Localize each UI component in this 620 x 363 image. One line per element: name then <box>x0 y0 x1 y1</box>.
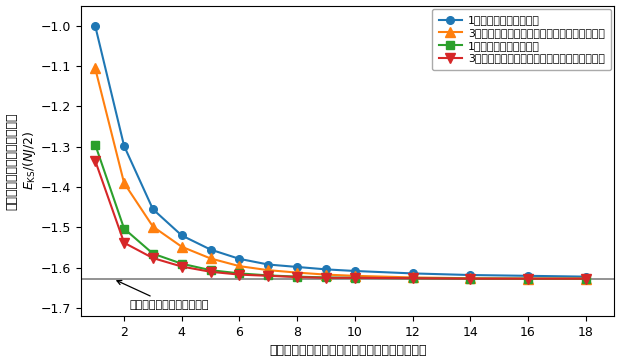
1　結合軌道の直積状態 <box>92 24 99 28</box>
1　結合軌道の直積状態 <box>582 274 590 279</box>
3　結合軌道の直積状態と２種の反強磁性状態 <box>524 277 531 281</box>
3　非相互作用基底状態と２種の反強磁性状態 <box>466 277 474 281</box>
1　非相互作用基底状態 <box>178 262 185 266</box>
X-axis label: 初期状態の数あたりのクリロフ部分空間の次元: 初期状態の数あたりのクリロフ部分空間の次元 <box>269 344 427 358</box>
Text: 初期状態
の種類: 初期状態 の種類 <box>518 19 544 41</box>
3　結合軌道の直積状態と２種の反強磁性状態 <box>265 268 272 272</box>
Y-axis label: 近似的な基底状態エネルギー
$E_{\mathrm{KS}}/(NJ/2)$: 近似的な基底状態エネルギー $E_{\mathrm{KS}}/(NJ/2)$ <box>6 112 38 209</box>
3　非相互作用基底状態と２種の反強磁性状態 <box>120 241 128 245</box>
1　非相互作用基底状態 <box>293 274 301 279</box>
1　結合軌道の直積状態 <box>178 233 185 238</box>
3　結合軌道の直積状態と２種の反強磁性状態 <box>149 224 157 229</box>
1　結合軌道の直積状態 <box>351 269 358 273</box>
Legend: 1　結合軌道の直積状態, 3　結合軌道の直積状態と２種の反強磁性状態, 1　非相互作用基底状態, 3　非相互作用基底状態と２種の反強磁性状態: 1 結合軌道の直積状態, 3 結合軌道の直積状態と２種の反強磁性状態, 1 非相… <box>432 9 611 70</box>
3　非相互作用基底状態と２種の反強磁性状態 <box>582 277 590 281</box>
1　非相互作用基底状態 <box>409 276 416 281</box>
1　結合軌道の直積状態 <box>466 273 474 277</box>
3　非相互作用基底状態と２種の反強磁性状態 <box>409 276 416 281</box>
Line: 3　非相互作用基底状態と２種の反強磁性状態: 3 非相互作用基底状態と２種の反強磁性状態 <box>91 156 590 283</box>
3　非相互作用基底状態と２種の反強磁性状態 <box>265 274 272 278</box>
3　結合軌道の直積状態と２種の反強磁性状態 <box>92 66 99 71</box>
Line: 1　非相互作用基底状態: 1 非相互作用基底状態 <box>91 141 590 282</box>
1　非相互作用基底状態 <box>92 143 99 147</box>
3　結合軌道の直積状態と２種の反強磁性状態 <box>236 264 243 268</box>
1　非相互作用基底状態 <box>322 275 330 280</box>
Text: 初期状態
の数: 初期状態 の数 <box>443 19 469 41</box>
3　結合軌道の直積状態と２種の反強磁性状態 <box>120 181 128 185</box>
3　結合軌道の直積状態と２種の反強磁性状態 <box>293 270 301 275</box>
3　非相互作用基底状態と２種の反強磁性状態 <box>178 264 185 269</box>
3　非相互作用基底状態と２種の反強磁性状態 <box>351 276 358 280</box>
Line: 3　結合軌道の直積状態と２種の反強磁性状態: 3 結合軌道の直積状態と２種の反強磁性状態 <box>91 64 590 283</box>
3　結合軌道の直積状態と２種の反強磁性状態 <box>322 273 330 277</box>
3　結合軌道の直積状態と２種の反強磁性状態 <box>582 277 590 281</box>
1　結合軌道の直積状態 <box>409 271 416 276</box>
1　結合軌道の直積状態 <box>265 262 272 267</box>
Text: 厳密な基底状態エネルギー: 厳密な基底状態エネルギー <box>117 281 210 310</box>
1　結合軌道の直積状態 <box>120 144 128 148</box>
1　結合軌道の直積状態 <box>322 267 330 272</box>
1　結合軌道の直積状態 <box>524 274 531 278</box>
1　非相互作用基底状態 <box>466 277 474 281</box>
3　非相互作用基底状態と２種の反強磁性状態 <box>207 270 215 274</box>
1　結合軌道の直積状態 <box>149 207 157 211</box>
3　結合軌道の直積状態と２種の反強磁性状態 <box>409 275 416 280</box>
1　結合軌道の直積状態 <box>293 265 301 269</box>
Line: 1　結合軌道の直積状態: 1 結合軌道の直積状態 <box>91 22 590 281</box>
1　非相互作用基底状態 <box>351 276 358 280</box>
3　非相互作用基底状態と２種の反強磁性状態 <box>149 256 157 260</box>
1　結合軌道の直積状態 <box>236 257 243 261</box>
1　非相互作用基底状態 <box>207 268 215 272</box>
1　非相互作用基底状態 <box>236 271 243 276</box>
1　非相互作用基底状態 <box>149 252 157 256</box>
3　非相互作用基底状態と２種の反強磁性状態 <box>236 273 243 277</box>
1　非相互作用基底状態 <box>265 273 272 278</box>
3　結合軌道の直積状態と２種の反強磁性状態 <box>351 274 358 278</box>
3　非相互作用基底状態と２種の反強磁性状態 <box>524 277 531 281</box>
1　非相互作用基底状態 <box>524 277 531 281</box>
3　結合軌道の直積状態と２種の反強磁性状態 <box>178 245 185 249</box>
1　非相互作用基底状態 <box>120 227 128 231</box>
3　非相互作用基底状態と２種の反強磁性状態 <box>293 275 301 279</box>
3　結合軌道の直積状態と２種の反強磁性状態 <box>207 256 215 261</box>
3　結合軌道の直積状態と２種の反強磁性状態 <box>466 276 474 281</box>
3　非相互作用基底状態と２種の反強磁性状態 <box>92 159 99 163</box>
1　結合軌道の直積状態 <box>207 248 215 252</box>
1　非相互作用基底状態 <box>582 277 590 281</box>
3　非相互作用基底状態と２種の反強磁性状態 <box>322 276 330 280</box>
